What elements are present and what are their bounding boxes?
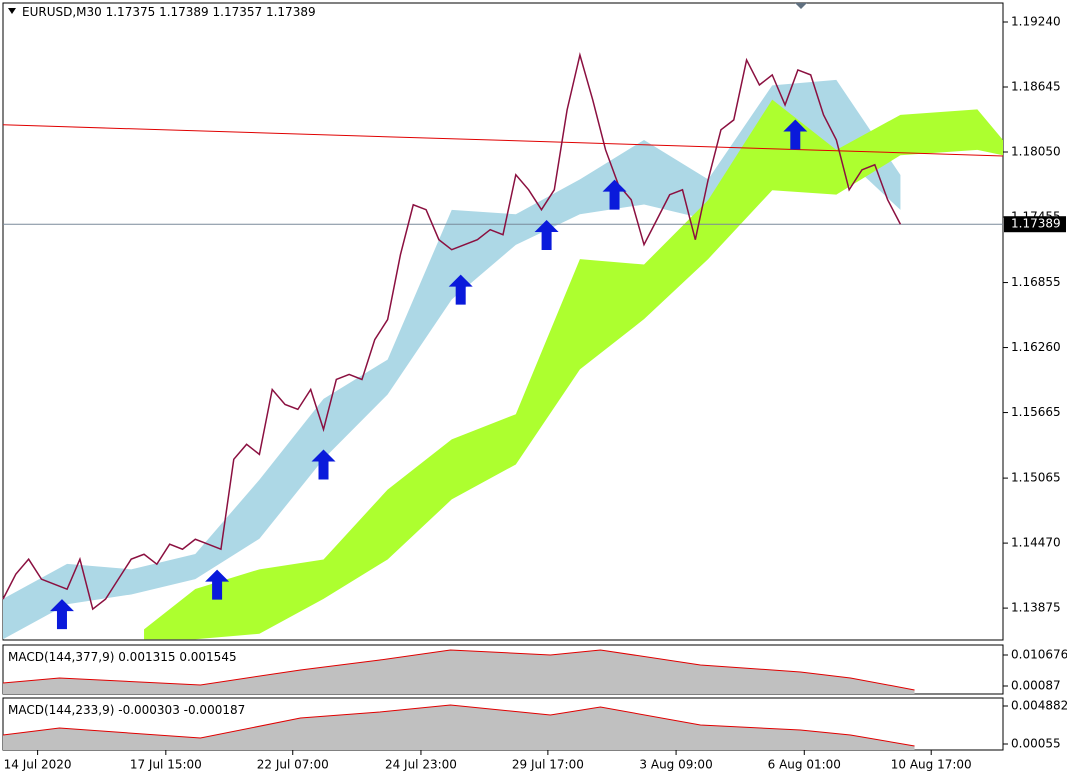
x-tick-label: 29 Jul 17:00 [512,758,584,772]
buy-arrow [205,569,230,600]
y-tick-label: 0.004882 [1011,699,1067,713]
x-tick-label: 22 Jul 07:00 [257,758,329,772]
buy-arrow [783,119,808,150]
ohlc-value: 1.17375 [106,5,156,19]
y-tick-label: 1.13875 [1011,601,1061,615]
buy-arrow [311,449,336,480]
y-tick-label: 0.00055 [1011,737,1061,751]
indicator-header: MACD(144,233,9) -0.000303 -0.000187 [8,703,245,717]
price-frame [2,2,1004,641]
macd-area [3,649,915,694]
trend-line [2,124,1004,157]
x-tick-label: 17 Jul 15:00 [130,758,202,772]
shift-marker [795,3,807,9]
symbol: EURUSD,M30 [22,5,102,19]
macd-area [3,704,915,750]
buy-arrow [448,274,473,305]
x-tick-label: 14 Jul 2020 [4,758,72,772]
ohlc-value: 1.17389 [266,5,316,19]
last-price-box [1004,216,1066,233]
y-tick-label: 1.18050 [1011,145,1061,159]
price-line [2,52,902,611]
indicator-name: MACD(144,233,9) [8,703,114,717]
y-tick-label: 1.15665 [1011,405,1061,419]
ohlc-value: 1.17389 [159,5,209,19]
macd-signal [2,649,915,691]
y-tick-label: 0.010676 [1011,647,1067,661]
cloud-band [144,99,1003,640]
y-tick-label: 1.15065 [1011,471,1061,485]
x-tick-label: 3 Aug 09:00 [639,758,712,772]
y-tick-label: 0.00087 [1011,678,1061,692]
x-tick-label: 10 Aug 17:00 [891,758,972,772]
indicator-value: 0.001545 [179,650,236,664]
indicator-header: MACD(144,377,9) 0.001315 0.001545 [8,650,237,664]
indicator-value: 0.001315 [118,650,175,664]
ohlc-value: 1.17357 [213,5,263,19]
y-tick-label: 1.16260 [1011,340,1061,354]
menu-triangle[interactable] [8,8,16,14]
buy-arrow [534,220,559,251]
indicator-value: -0.000187 [184,703,246,717]
y-tick-label: 1.16855 [1011,275,1061,289]
buy-arrow [49,599,74,630]
indicator-value: -0.000303 [118,703,180,717]
last-price-label: 1.17389 [1011,217,1061,231]
indicator-name: MACD(144,377,9) [8,650,114,664]
y-tick-label: 1.14470 [1011,536,1061,550]
macd-signal [2,704,915,747]
x-tick-label: 6 Aug 01:00 [768,758,841,772]
buy-arrow [602,179,627,210]
chart-header: EURUSD,M30 1.17375 1.17389 1.17357 1.173… [22,5,316,19]
x-tick-label: 24 Jul 23:00 [385,758,457,772]
y-tick-label: 1.18645 [1011,80,1061,94]
y-tick-label: 1.19240 [1011,15,1061,29]
